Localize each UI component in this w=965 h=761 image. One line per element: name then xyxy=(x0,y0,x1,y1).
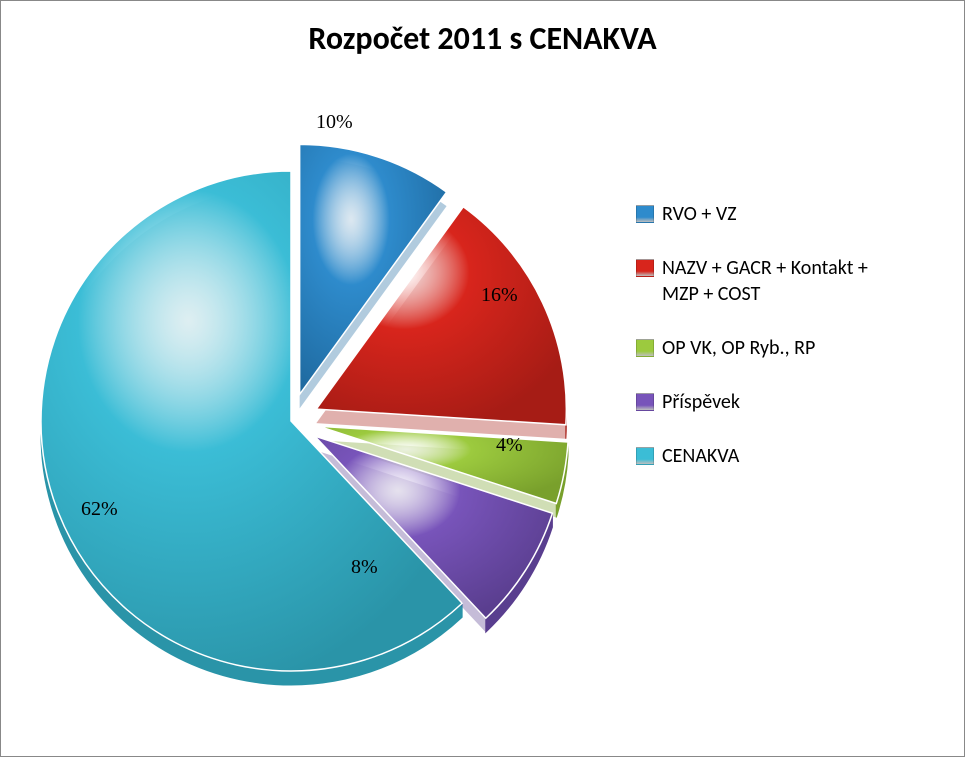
slice-label-opvk: 4% xyxy=(496,434,523,457)
legend-item-nazv-gacr: NAZV + GACR + Kontakt + MZP + COST xyxy=(636,255,902,307)
legend-label: RVO + VZ xyxy=(662,201,737,227)
legend-swatch xyxy=(636,259,654,277)
legend-item-rvo-vz: RVO + VZ xyxy=(636,201,902,227)
legend-item-opvk: OP VK, OP Ryb., RP xyxy=(636,335,902,361)
legend: RVO + VZ NAZV + GACR + Kontakt + MZP + C… xyxy=(636,201,902,497)
legend-label: NAZV + GACR + Kontakt + MZP + COST xyxy=(662,255,902,307)
legend-label: OP VK, OP Ryb., RP xyxy=(662,335,815,361)
legend-swatch xyxy=(636,393,654,411)
legend-item-prispevek: Příspěvek xyxy=(636,389,902,415)
slice-label-nazv-gacr: 16% xyxy=(481,284,518,307)
legend-label: CENAKVA xyxy=(662,443,739,469)
slice-label-cenakva: 62% xyxy=(81,498,118,521)
legend-swatch xyxy=(636,339,654,357)
legend-label: Příspěvek xyxy=(662,389,740,415)
legend-swatch xyxy=(636,205,654,223)
slice-label-prispevek: 8% xyxy=(351,556,378,579)
slice-label-rvo-vz: 10% xyxy=(316,111,353,134)
legend-item-cenakva: CENAKVA xyxy=(636,443,902,469)
legend-swatch xyxy=(636,447,654,465)
chart-frame: Rozpočet 2011 s CENAKVA RVO + VZ NAZV + … xyxy=(0,0,965,757)
pie-chart xyxy=(1,41,621,761)
